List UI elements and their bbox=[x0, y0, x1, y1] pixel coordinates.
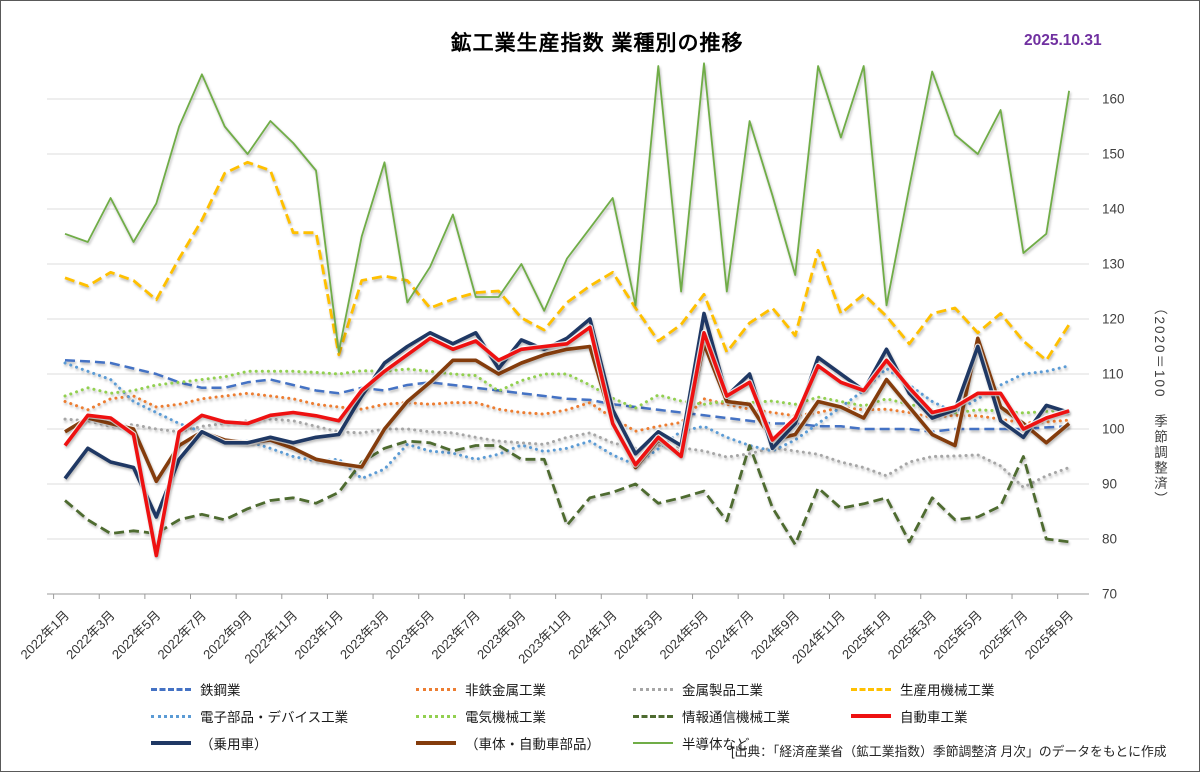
x-tick-label: 2024年5月 bbox=[657, 608, 712, 663]
legend-label: 情報通信機械工業 bbox=[682, 710, 790, 725]
legend-item-2: 金属製品工業 bbox=[633, 679, 763, 699]
legend-label: 半導体など bbox=[682, 737, 750, 752]
y-axis-title: （2020＝100 季節調整済） bbox=[1152, 301, 1167, 508]
x-tick-label: 2024年3月 bbox=[611, 608, 666, 663]
legend-swatch-dashed bbox=[851, 687, 891, 691]
x-tick-label: 2024年7月 bbox=[702, 608, 757, 663]
y-tick-label: 70 bbox=[1102, 587, 1117, 602]
legend-label: 電子部品・デバイス工業 bbox=[200, 710, 349, 725]
source-note: [出典：「経済産業省（鉱工業指数）季節調整済 月次」のデータをもとに作成 bbox=[731, 744, 1167, 759]
x-tick-label: 2023年7月 bbox=[428, 608, 483, 663]
legend-label: （乗用車） bbox=[200, 737, 268, 752]
y-tick-label: 80 bbox=[1102, 532, 1117, 547]
legend-label: 金属製品工業 bbox=[682, 683, 763, 698]
x-tick-label: 2023年5月 bbox=[383, 608, 438, 663]
x-tick-label: 2025年1月 bbox=[839, 608, 894, 663]
y-tick-label: 120 bbox=[1102, 312, 1125, 327]
report-date: 2025.10.31 bbox=[1024, 32, 1102, 49]
legend-item-10: 半導体など bbox=[633, 733, 750, 753]
legend-item-0: 鉄鋼業 bbox=[151, 679, 241, 699]
legend-item-4: 電子部品・デバイス工業 bbox=[151, 706, 348, 726]
legend-item-6: 情報通信機械工業 bbox=[633, 706, 790, 726]
y-tick-label: 110 bbox=[1102, 367, 1124, 382]
x-tick-label: 2025年3月 bbox=[885, 608, 940, 663]
x-tick-label: 2025年7月 bbox=[976, 608, 1031, 663]
series-line-6 bbox=[64, 439, 1070, 546]
y-tick-label: 150 bbox=[1102, 147, 1125, 162]
legend-swatch-dotted bbox=[416, 714, 456, 718]
legend-label: 電気機械工業 bbox=[465, 710, 546, 725]
legend-label: 非鉄金属工業 bbox=[465, 683, 546, 698]
legend-item-5: 電気機械工業 bbox=[416, 706, 546, 726]
page-title: 鉱工業生産指数 業種別の推移 bbox=[450, 32, 744, 55]
y-tick-label: 100 bbox=[1102, 422, 1125, 437]
legend-item-8: （乗用車） bbox=[151, 733, 268, 753]
legend-swatch-dashed bbox=[633, 714, 673, 718]
x-tick-label: 2022年5月 bbox=[109, 608, 164, 663]
y-tick-label: 140 bbox=[1102, 202, 1125, 217]
x-tick-label: 2022年7月 bbox=[154, 608, 209, 663]
legend-swatch-solid bbox=[151, 741, 191, 745]
legend-label: （車体・自動車部品） bbox=[465, 737, 600, 752]
legend-swatch-solid bbox=[416, 741, 456, 745]
series-line-7 bbox=[63, 325, 1070, 558]
y-tick-label: 130 bbox=[1102, 257, 1125, 272]
series-line-1 bbox=[63, 391, 1071, 433]
legend-swatch-dotted bbox=[151, 714, 191, 718]
series-line-10 bbox=[64, 62, 1070, 353]
y-tick-label: 90 bbox=[1102, 477, 1117, 492]
x-tick-label: 2025年5月 bbox=[930, 608, 985, 663]
legend-swatch-solid bbox=[851, 714, 891, 718]
legend-swatch-dotted bbox=[416, 687, 456, 691]
legend-item-7: 自動車工業 bbox=[851, 706, 968, 726]
x-tick-label: 2022年1月 bbox=[18, 608, 73, 663]
legend-swatch-dotted bbox=[633, 687, 673, 691]
legend-swatch-solid bbox=[633, 742, 673, 744]
x-tick-label: 2023年3月 bbox=[337, 608, 392, 663]
legend-label: 生産用機械工業 bbox=[900, 683, 995, 698]
x-tick-label: 2022年3月 bbox=[63, 608, 118, 663]
legend-item-3: 生産用機械工業 bbox=[851, 679, 995, 699]
x-tick-label: 2024年1月 bbox=[565, 608, 620, 663]
legend-label: 自動車工業 bbox=[900, 710, 968, 725]
series-line-3 bbox=[64, 160, 1071, 362]
legend-item-1: 非鉄金属工業 bbox=[416, 679, 546, 699]
legend-swatch-dashed bbox=[151, 687, 191, 691]
legend-item-9: （車体・自動車部品） bbox=[416, 733, 600, 753]
y-tick-label: 160 bbox=[1102, 92, 1125, 107]
x-tick-label: 2023年1月 bbox=[291, 608, 346, 663]
x-tick-label: 2025年9月 bbox=[1022, 608, 1077, 663]
legend-label: 鉄鋼業 bbox=[200, 683, 241, 698]
series-line-0 bbox=[64, 359, 1070, 434]
